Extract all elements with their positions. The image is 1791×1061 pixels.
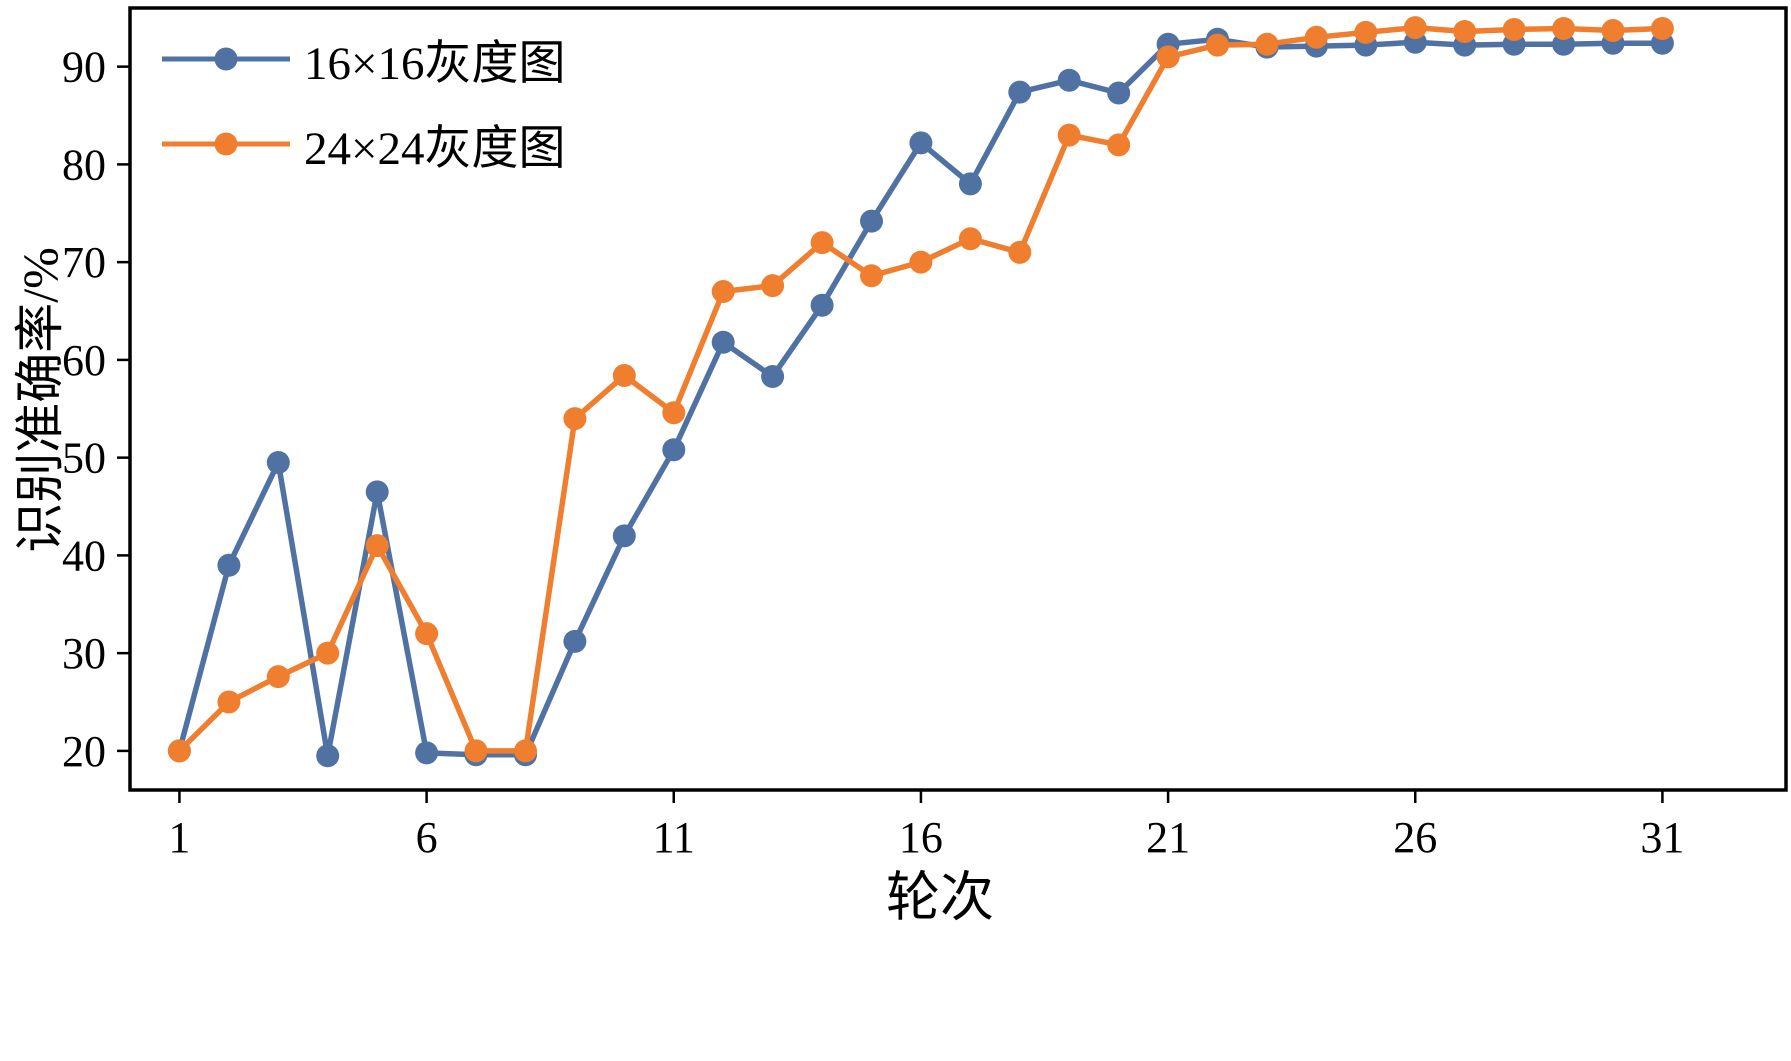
series-1-marker — [958, 227, 982, 251]
series-0-marker — [612, 524, 636, 548]
series-0-marker — [958, 172, 982, 196]
series-0-marker — [711, 330, 735, 354]
series-0-marker — [365, 480, 389, 504]
x-tick-label: 26 — [1393, 813, 1437, 862]
series-0-marker — [217, 553, 241, 577]
legend-marker-blue — [214, 47, 238, 70]
series-1-marker — [1453, 20, 1477, 43]
x-tick-label: 31 — [1640, 813, 1684, 862]
series-1-marker — [1650, 17, 1674, 40]
series-1-marker — [1403, 16, 1427, 40]
legend-label-16x16: 16×16灰度图 — [304, 38, 566, 90]
series-1-marker — [860, 264, 883, 288]
legend-swatch-orange — [162, 132, 290, 155]
series-1-marker — [1255, 32, 1279, 56]
y-tick-label: 70 — [62, 238, 106, 287]
series-1-marker — [1601, 19, 1625, 42]
series-1-marker — [1502, 18, 1526, 41]
series-1-marker — [612, 364, 636, 387]
legend-label-24x24: 24×24灰度图 — [304, 123, 566, 175]
series-1-marker — [514, 739, 537, 763]
y-axis-label: 识别准确率/% — [12, 247, 68, 553]
series-0-marker — [860, 209, 883, 233]
series-1-marker — [1206, 33, 1229, 57]
chart-legend: 16×16灰度图 24×24灰度图 — [160, 24, 566, 178]
x-tick-label: 6 — [416, 813, 438, 862]
y-tick-label: 90 — [62, 43, 106, 92]
series-1-marker — [1107, 133, 1131, 157]
series-0-marker — [1008, 80, 1032, 104]
x-tick-label: 16 — [899, 813, 943, 862]
legend-swatch-blue — [162, 47, 290, 70]
series-1-marker — [464, 739, 488, 763]
series-1-marker — [761, 274, 785, 298]
legend-item-16x16: 16×16灰度图 — [160, 24, 566, 93]
y-tick-label: 30 — [62, 629, 106, 678]
series-1-marker — [909, 250, 933, 274]
series-1-marker — [415, 622, 439, 646]
x-tick-label: 1 — [168, 813, 190, 862]
series-0-marker — [1057, 68, 1081, 92]
series-0-marker — [761, 365, 785, 388]
series-0-marker — [266, 451, 290, 474]
series-1-marker — [266, 665, 290, 689]
series-0-marker — [1107, 81, 1131, 105]
y-tick-label: 40 — [62, 531, 106, 580]
series-1-marker — [662, 401, 686, 425]
y-tick-label: 80 — [62, 140, 106, 189]
x-tick-label: 21 — [1146, 813, 1190, 862]
series-0-marker — [810, 293, 834, 317]
series-1-marker — [1156, 45, 1180, 69]
series-1-marker — [365, 534, 389, 558]
series-1-marker — [316, 641, 340, 665]
series-1-marker — [563, 407, 587, 431]
x-axis-label: 轮次 — [886, 867, 994, 928]
series-0-marker — [316, 744, 340, 768]
legend-marker-orange — [214, 132, 238, 155]
legend-item-24x24: 24×24灰度图 — [160, 109, 566, 178]
series-0-marker — [909, 131, 933, 155]
series-1-marker — [1304, 25, 1328, 49]
series-0-marker — [563, 629, 587, 653]
y-tick-label: 50 — [62, 434, 106, 483]
x-tick-label: 11 — [653, 813, 695, 862]
series-0-marker — [662, 438, 686, 462]
series-1-marker — [167, 739, 191, 763]
series-1-marker — [1008, 240, 1032, 264]
y-tick-label: 20 — [62, 727, 106, 776]
y-tick-label: 60 — [62, 336, 106, 385]
series-1-marker — [1552, 17, 1576, 40]
series-1-marker — [810, 231, 834, 255]
series-0-marker — [415, 741, 439, 765]
series-1-marker — [1354, 20, 1378, 44]
plot-frame — [128, 6, 1788, 792]
series-1-marker — [1057, 123, 1081, 147]
series-1-marker — [711, 280, 735, 303]
series-1-marker — [217, 690, 241, 714]
